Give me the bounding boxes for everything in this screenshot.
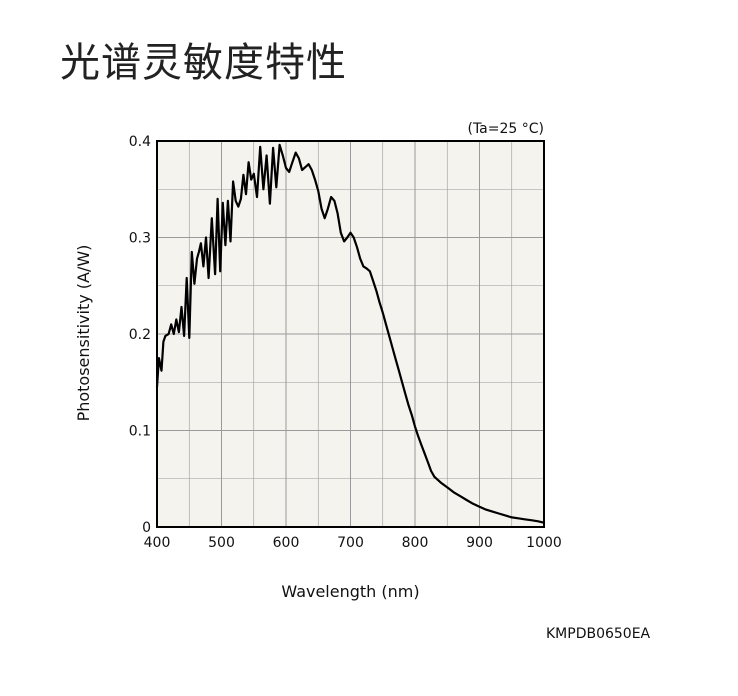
grid-horizontal xyxy=(157,188,544,480)
x-tick-label: 1000 xyxy=(526,535,562,551)
series-line-photosensitivity xyxy=(155,143,546,524)
x-tick-label: 800 xyxy=(402,535,429,551)
x-tick-label: 600 xyxy=(273,535,300,551)
y-tick-label: 0.1 xyxy=(129,424,151,440)
y-tick-label: 0 xyxy=(142,520,151,536)
y-axis-label: Photosensitivity (A/W) xyxy=(74,245,93,422)
y-tick-label: 0.4 xyxy=(129,134,151,150)
plot-frame xyxy=(156,140,545,528)
x-tick-label: 400 xyxy=(144,535,171,551)
x-tick-labels: 400 500 600 700 800 900 1000 xyxy=(144,535,562,551)
y-tick-labels: 0 0.1 0.2 0.3 0.4 xyxy=(129,134,151,536)
x-tick-label: 500 xyxy=(208,535,235,551)
condition-label: (Ta=25 °C) xyxy=(467,121,544,137)
figure-code: KMPDB0650EA xyxy=(546,626,651,642)
page-title: 光谱灵敏度特性 xyxy=(60,40,347,86)
x-tick-label: 700 xyxy=(337,535,364,551)
x-tick-label: 900 xyxy=(466,535,493,551)
x-axis-label: Wavelength (nm) xyxy=(281,582,419,601)
y-tick-label: 0.3 xyxy=(129,231,151,247)
y-tick-label: 0.2 xyxy=(129,327,151,343)
